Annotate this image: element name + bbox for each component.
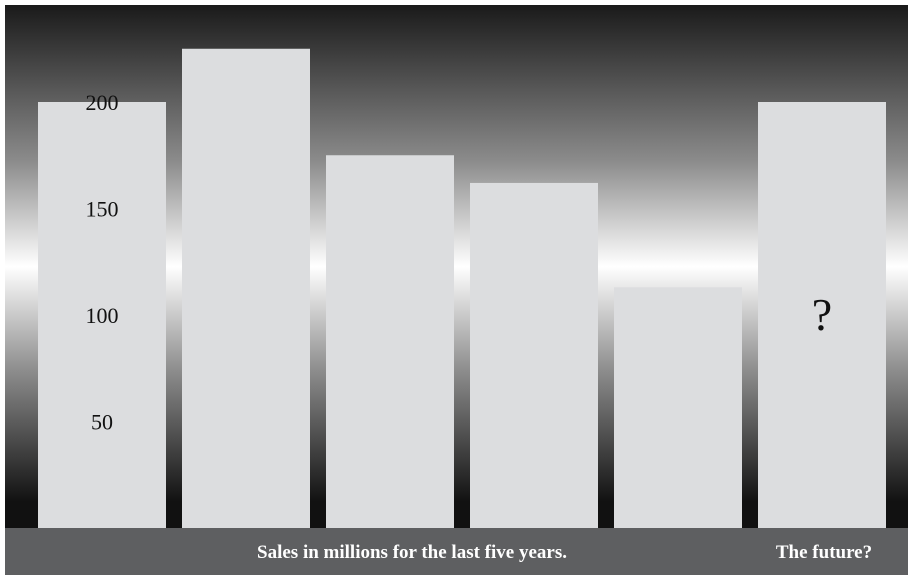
y-tick-150: 150	[86, 197, 119, 222]
bars-group	[38, 48, 886, 528]
bar-future	[758, 102, 886, 528]
bar-year-2	[182, 48, 310, 528]
y-tick-labels: 50 100 150 200	[86, 90, 119, 435]
y-tick-100: 100	[86, 303, 119, 328]
y-tick-200: 200	[86, 90, 119, 115]
bar-year-1	[38, 102, 166, 528]
future-question-mark: ?	[812, 289, 832, 340]
caption-main: Sales in millions for the last five year…	[257, 542, 567, 563]
bar-annotations: ?	[812, 289, 832, 340]
y-tick-50: 50	[91, 410, 113, 435]
bar-year-4	[470, 182, 598, 528]
bar-year-5	[614, 287, 742, 528]
caption-future: The future?	[776, 542, 872, 563]
bar-year-3	[326, 155, 454, 528]
caption-band	[5, 528, 908, 575]
